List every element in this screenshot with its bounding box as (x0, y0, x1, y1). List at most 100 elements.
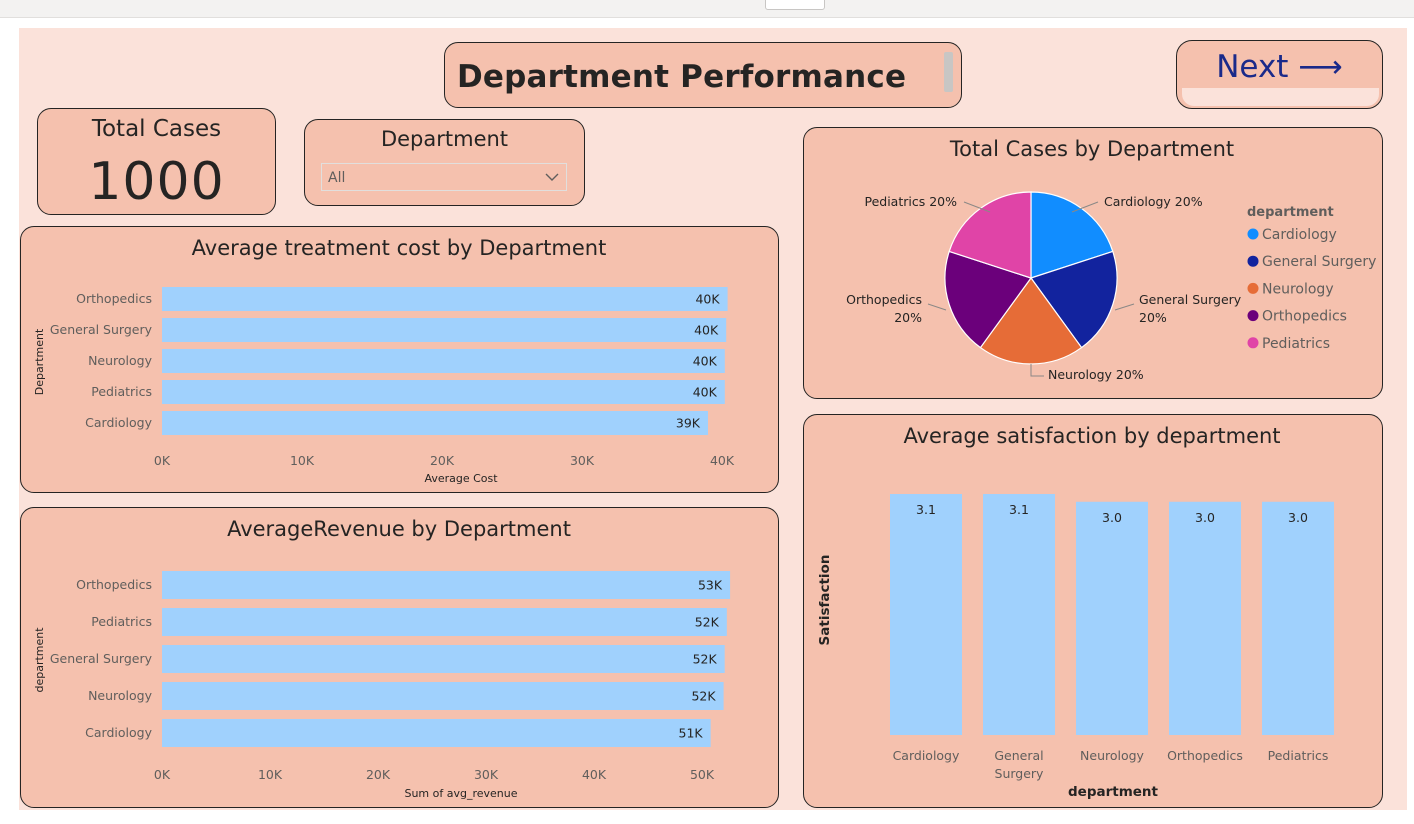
y-axis-title: Satisfaction (817, 555, 833, 646)
avg-cost-chart-svg: Average treatment cost by Department Orth… (33, 236, 735, 485)
chart-title: AverageRevenue by Department (227, 517, 571, 541)
x-axis-title: department (1068, 784, 1159, 800)
department-slicer: Department All (304, 119, 585, 206)
slice-label: 20% (894, 310, 922, 325)
cases-pie-chart: Total Cases by Department Cardiology 20% G… (803, 127, 1383, 399)
bar (162, 608, 727, 636)
pie-slice (979, 276, 1083, 365)
data-label: 3.1 (916, 502, 936, 517)
data-label: 39K (676, 416, 701, 431)
bar (162, 682, 724, 710)
category-label: Neurology (88, 688, 153, 703)
bar (162, 287, 728, 311)
data-label: 3.0 (1102, 510, 1122, 525)
chart-title: Average treatment cost by Department (192, 236, 607, 260)
x-tick-label: 40K (582, 767, 607, 782)
leader-line (927, 303, 947, 311)
legend-item: Orthopedics (1262, 309, 1347, 325)
category-label: Orthopedics (1167, 748, 1243, 763)
page-tab-handle[interactable] (765, 0, 825, 10)
legend-item: Pediatrics (1262, 336, 1330, 352)
slice-label: Cardiology 20% (1104, 194, 1203, 209)
x-axis-title: Sum of avg_revenue (404, 787, 517, 800)
x-tick-label: 30K (570, 453, 595, 468)
avg-revenue-chart: AverageRevenue by Department Orthopedics 5… (20, 507, 779, 808)
legend-title: department (1247, 205, 1334, 220)
slice-label: Orthopedics (846, 292, 922, 307)
chevron-down-icon (545, 173, 559, 181)
slice-label: Neurology 20% (1048, 367, 1144, 382)
next-button-shadow (1182, 88, 1379, 106)
category-label: Neurology (1080, 748, 1145, 763)
category-label: General (994, 748, 1043, 763)
x-tick-label: 30K (474, 767, 499, 782)
data-label: 3.0 (1288, 510, 1308, 525)
bar (162, 318, 727, 342)
bar (162, 645, 725, 673)
x-tick-label: 0K (154, 767, 171, 782)
x-axis-title: Average Cost (424, 472, 498, 485)
data-label: 40K (694, 323, 719, 338)
cases-pie-chart-svg: Total Cases by Department Cardiology 20% G… (846, 137, 1376, 382)
bar (162, 380, 725, 404)
bar (890, 494, 962, 735)
data-label: 40K (693, 385, 718, 400)
data-label: 51K (679, 726, 704, 741)
category-label: Pediatrics (91, 614, 152, 629)
slice-label: General Surgery (1139, 292, 1242, 307)
category-label: Orthopedics (76, 577, 152, 592)
chart-title: Average satisfaction by department (903, 424, 1280, 448)
category-label: Neurology (88, 353, 153, 368)
bar (1076, 501, 1148, 735)
legend-marker (1247, 337, 1259, 349)
category-label: Cardiology (85, 725, 152, 740)
data-label: 3.0 (1195, 510, 1215, 525)
bar (162, 349, 725, 373)
chart-title: Total Cases by Department (949, 137, 1234, 161)
slice-label: Pediatrics 20% (864, 194, 957, 209)
bar (1169, 501, 1241, 735)
x-tick-label: 50K (690, 767, 715, 782)
pie-slice (1030, 250, 1118, 349)
bar (1262, 501, 1334, 735)
data-label: 52K (691, 689, 716, 704)
category-label: Orthopedics (76, 291, 152, 306)
slice-label: 20% (1139, 310, 1167, 325)
data-label: 3.1 (1009, 502, 1029, 517)
legend-item: Cardiology (1262, 227, 1337, 243)
next-button[interactable]: Next ⟶ (1176, 40, 1383, 109)
y-axis-title: Department (33, 328, 46, 395)
leader-line (963, 201, 991, 213)
title-card: Department Performance (444, 42, 962, 108)
x-tick-label: 0K (154, 453, 171, 468)
legend-item: Neurology (1262, 281, 1334, 297)
legend-item: General Surgery (1262, 254, 1376, 270)
page-title: Department Performance (457, 59, 907, 95)
category-label: General Surgery (50, 651, 153, 666)
avg-cost-chart: Average treatment cost by Department Orth… (20, 226, 779, 493)
leader-line (1114, 303, 1135, 311)
window-top-bar (0, 0, 1414, 18)
bar (162, 719, 711, 747)
data-label: 40K (695, 292, 720, 307)
title-scrollbar[interactable] (944, 52, 953, 92)
x-tick-label: 20K (430, 453, 455, 468)
category-label: Cardiology (85, 415, 152, 430)
data-label: 40K (693, 354, 718, 369)
category-label: Pediatrics (1268, 748, 1329, 763)
department-dropdown[interactable]: All (321, 163, 567, 191)
category-label: Surgery (995, 766, 1045, 781)
bar (162, 411, 708, 435)
x-tick-label: 10K (290, 453, 315, 468)
slicer-label: Department (380, 127, 509, 151)
dropdown-selected-value: All (328, 170, 346, 186)
data-label: 52K (695, 615, 720, 630)
next-button-label[interactable]: Next ⟶ (1216, 49, 1343, 85)
leader-line (1071, 201, 1099, 213)
x-tick-label: 20K (366, 767, 391, 782)
category-label: Cardiology (893, 748, 960, 763)
x-tick-label: 10K (258, 767, 283, 782)
bar (983, 494, 1055, 735)
kpi-label: Total Cases (91, 116, 222, 142)
legend-marker (1247, 228, 1259, 240)
